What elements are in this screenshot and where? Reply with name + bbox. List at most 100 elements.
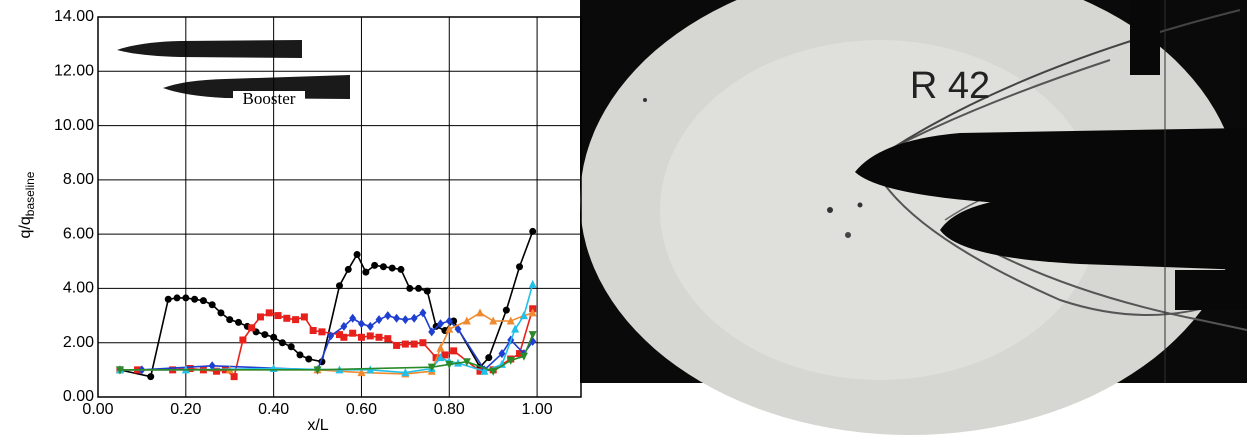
point	[353, 251, 361, 258]
point	[115, 366, 124, 375]
point	[340, 333, 348, 341]
point	[415, 284, 423, 292]
point	[436, 353, 445, 362]
point	[529, 227, 537, 235]
point	[502, 306, 510, 314]
point	[230, 373, 238, 381]
x-tick-label: 0.20	[170, 401, 201, 418]
inset-label: Booster	[243, 89, 296, 108]
point	[278, 339, 286, 347]
point	[296, 351, 304, 359]
point	[349, 329, 357, 337]
point	[506, 316, 515, 325]
point	[213, 367, 221, 375]
point	[270, 333, 278, 341]
point	[427, 363, 436, 372]
point	[388, 264, 396, 272]
point	[410, 313, 418, 323]
point	[318, 328, 326, 336]
point	[256, 313, 264, 321]
point	[410, 340, 418, 348]
photo	[580, 0, 1247, 435]
point	[428, 327, 436, 337]
series-line	[119, 231, 534, 378]
point	[476, 308, 485, 317]
point	[489, 367, 498, 376]
point	[445, 316, 453, 326]
series-line	[119, 311, 534, 372]
point	[528, 331, 537, 340]
point	[349, 313, 357, 323]
point	[283, 314, 291, 322]
point	[186, 365, 194, 372]
point	[445, 324, 454, 333]
point	[528, 308, 537, 317]
point	[519, 311, 528, 320]
y-axis-label-main: q/q	[17, 216, 34, 238]
point	[274, 312, 282, 320]
point	[217, 309, 225, 317]
y-tick-label: 10.00	[54, 117, 94, 134]
point	[344, 265, 352, 273]
point	[489, 316, 498, 325]
point	[397, 265, 405, 273]
point	[366, 332, 374, 340]
point	[519, 352, 528, 361]
point	[436, 319, 444, 329]
point	[375, 333, 383, 341]
point	[406, 284, 414, 292]
y-axis-label: q/qbaseline	[17, 171, 37, 238]
point	[506, 356, 515, 365]
x-tick-label: 1.00	[522, 401, 553, 418]
point	[371, 261, 379, 269]
point	[516, 350, 524, 358]
point	[436, 343, 445, 352]
point	[305, 355, 313, 363]
point	[300, 313, 308, 321]
point	[336, 282, 343, 290]
point	[419, 339, 427, 347]
point	[164, 295, 172, 303]
point	[393, 341, 401, 349]
point	[239, 336, 247, 344]
y-tick-label: 6.00	[63, 225, 94, 242]
point	[384, 311, 392, 321]
point	[182, 294, 190, 302]
point	[208, 361, 216, 371]
point	[379, 263, 387, 271]
point	[309, 327, 317, 334]
point	[375, 315, 383, 325]
inset	[117, 40, 350, 109]
point	[340, 321, 348, 331]
point	[191, 295, 199, 303]
point	[401, 368, 410, 377]
x-tick-label: 0.80	[434, 401, 465, 418]
photo-label: R 42	[910, 65, 990, 107]
y-tick-label: 8.00	[63, 171, 94, 188]
point	[476, 367, 484, 375]
x-tick-label: 0.60	[346, 401, 377, 418]
x-tick-label: 0.00	[82, 401, 113, 418]
y-tick-label: 2.00	[63, 334, 94, 351]
point	[313, 366, 322, 375]
plot-area	[97, 16, 582, 398]
point	[462, 358, 471, 367]
point	[454, 324, 462, 334]
point	[393, 313, 401, 323]
x-axis-label: x/L	[307, 417, 328, 434]
point	[401, 315, 409, 325]
point	[511, 324, 520, 333]
point	[265, 309, 273, 317]
point	[292, 316, 300, 324]
point	[497, 359, 506, 368]
point	[423, 287, 431, 295]
y-tick-label: 4.00	[63, 280, 94, 297]
point	[362, 268, 370, 276]
y-axis-label-subscript: baseline	[23, 171, 37, 216]
point	[248, 324, 256, 332]
point	[199, 297, 207, 305]
point	[485, 354, 493, 362]
point	[173, 294, 181, 302]
